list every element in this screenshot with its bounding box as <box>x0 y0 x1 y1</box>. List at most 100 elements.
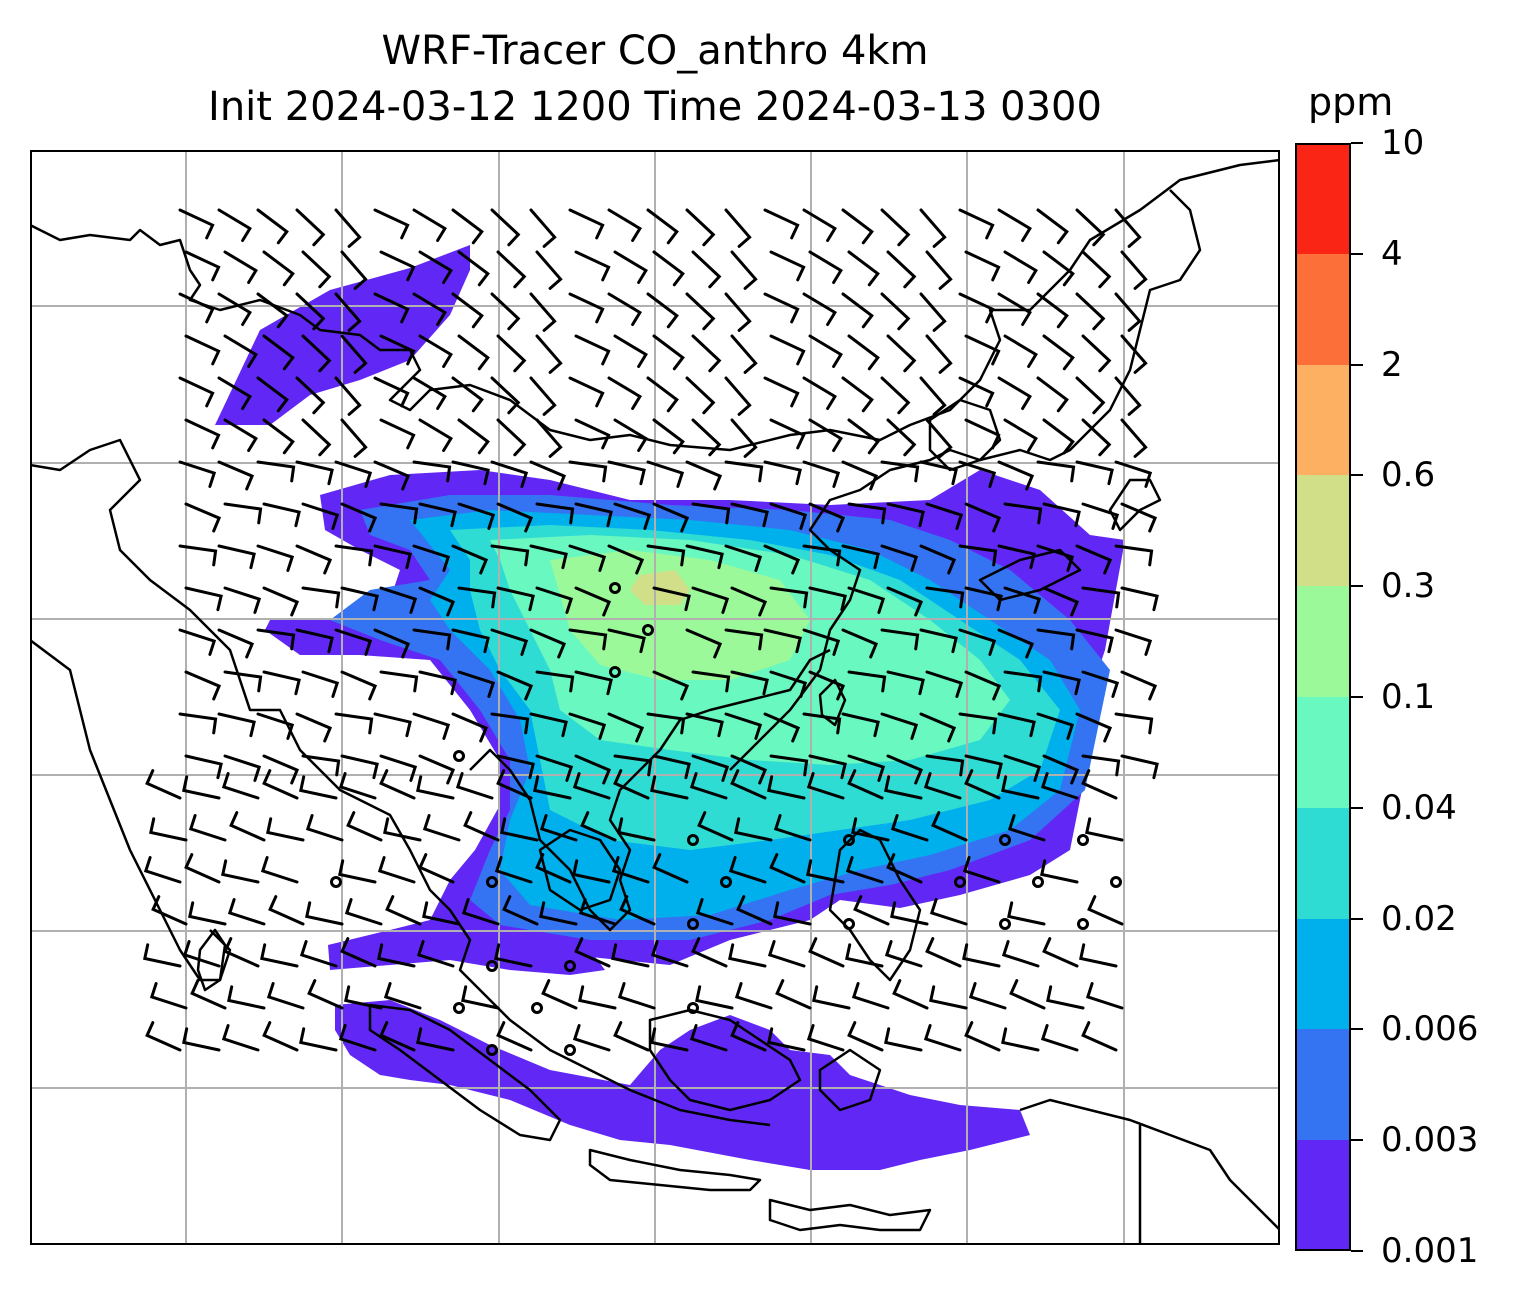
wind-barb <box>184 670 222 701</box>
calm-wind-marker <box>486 876 498 888</box>
wind-barb <box>613 418 648 452</box>
wind-barb <box>997 292 1032 326</box>
wind-barb <box>808 250 843 284</box>
wind-barb <box>607 712 645 743</box>
wind-barb <box>730 418 758 458</box>
calm-wind-marker <box>843 834 855 846</box>
wind-barb <box>223 418 258 452</box>
wind-barb <box>1036 460 1076 483</box>
wind-barb <box>412 544 451 572</box>
colorbar-tick-label: 4 <box>1381 233 1403 274</box>
wind-barb <box>418 334 453 368</box>
wind-barb <box>691 670 731 693</box>
wind-barb <box>344 985 383 1010</box>
wind-barb <box>958 460 997 488</box>
wind-barb <box>340 334 368 374</box>
wind-barb <box>574 754 612 785</box>
wind-barb <box>490 208 521 247</box>
colorbar-tick <box>1351 1028 1363 1031</box>
coastline-borneo <box>648 1008 802 1112</box>
wind-barb <box>256 460 296 483</box>
wind-barb <box>301 670 340 698</box>
wind-barb <box>541 979 578 1010</box>
wind-barb <box>685 208 716 247</box>
wind-barb <box>685 460 723 491</box>
wind-barb <box>334 376 362 416</box>
wind-barb <box>724 544 763 572</box>
coastline-india <box>30 158 1280 452</box>
wind-barb <box>1081 754 1121 777</box>
colorbar-segment <box>1295 586 1351 698</box>
wind-barb <box>808 937 845 968</box>
colorbar-segment <box>1295 1140 1351 1252</box>
calm-wind-marker <box>486 1044 498 1056</box>
colorbar-tick-label: 0.1 <box>1381 677 1436 717</box>
calm-wind-marker <box>687 1002 699 1014</box>
wind-barb <box>685 628 723 659</box>
wind-barb <box>646 460 685 488</box>
wind-barb <box>808 586 847 612</box>
wind-barb <box>691 334 722 373</box>
wind-barb <box>775 979 812 1010</box>
colorbar-tick-label: 0.04 <box>1381 787 1457 828</box>
wind-barb <box>223 754 262 782</box>
coastline-java <box>588 1148 762 1192</box>
wind-barb <box>451 712 489 743</box>
colorbar-segment <box>1295 697 1351 809</box>
wind-barb <box>260 943 299 968</box>
wind-barb <box>607 628 646 654</box>
wind-barb <box>221 772 260 800</box>
wind-barb <box>266 982 305 1010</box>
wind-barb <box>997 208 1032 242</box>
wind-barb <box>650 1027 689 1052</box>
wind-barb <box>763 628 802 654</box>
wind-barb <box>340 502 378 533</box>
wind-barb <box>412 460 452 483</box>
wind-barb <box>763 460 802 486</box>
wind-barb <box>340 586 379 612</box>
wind-barb <box>1040 1024 1079 1052</box>
wind-barb <box>1003 754 1042 782</box>
wind-barb <box>149 982 188 1010</box>
wind-barb <box>964 334 1001 366</box>
wind-barb <box>646 712 686 735</box>
wind-barb <box>346 811 383 842</box>
wind-barb <box>184 250 221 282</box>
wind-barb <box>184 586 223 612</box>
wind-barb <box>1003 250 1038 284</box>
wind-barb <box>256 628 296 651</box>
wind-barb <box>769 754 809 777</box>
wind-barb <box>886 586 924 617</box>
wind-barb <box>178 628 217 656</box>
wind-barb <box>188 814 227 842</box>
wind-barb <box>295 712 333 743</box>
wind-barb <box>652 754 691 780</box>
wind-barb <box>890 814 929 842</box>
wind-barb <box>373 628 411 659</box>
wind-barb <box>262 502 301 528</box>
wind-barb <box>178 208 215 240</box>
wind-barb <box>572 772 611 800</box>
wind-barb <box>1081 586 1121 609</box>
wind-barb <box>574 334 611 366</box>
calm-wind-marker <box>642 624 654 636</box>
wind-barb <box>1036 208 1069 245</box>
wind-barb <box>691 418 722 457</box>
calm-wind-marker <box>609 666 621 678</box>
wind-barb <box>457 502 496 530</box>
calm-wind-marker <box>330 876 342 888</box>
wind-barb <box>763 376 800 408</box>
wind-barb <box>724 292 752 332</box>
wind-barb <box>880 628 920 651</box>
wind-barb <box>295 628 334 654</box>
wind-barb <box>689 772 728 800</box>
wind-barb <box>188 901 227 926</box>
wind-barb <box>925 502 964 530</box>
wind-barb <box>890 901 929 926</box>
wind-barb <box>652 502 690 533</box>
wind-barb <box>964 586 1003 612</box>
wind-barb <box>1042 334 1075 371</box>
wind-barb <box>578 898 617 926</box>
map-canvas <box>30 150 1280 1245</box>
wind-barb <box>262 250 295 287</box>
